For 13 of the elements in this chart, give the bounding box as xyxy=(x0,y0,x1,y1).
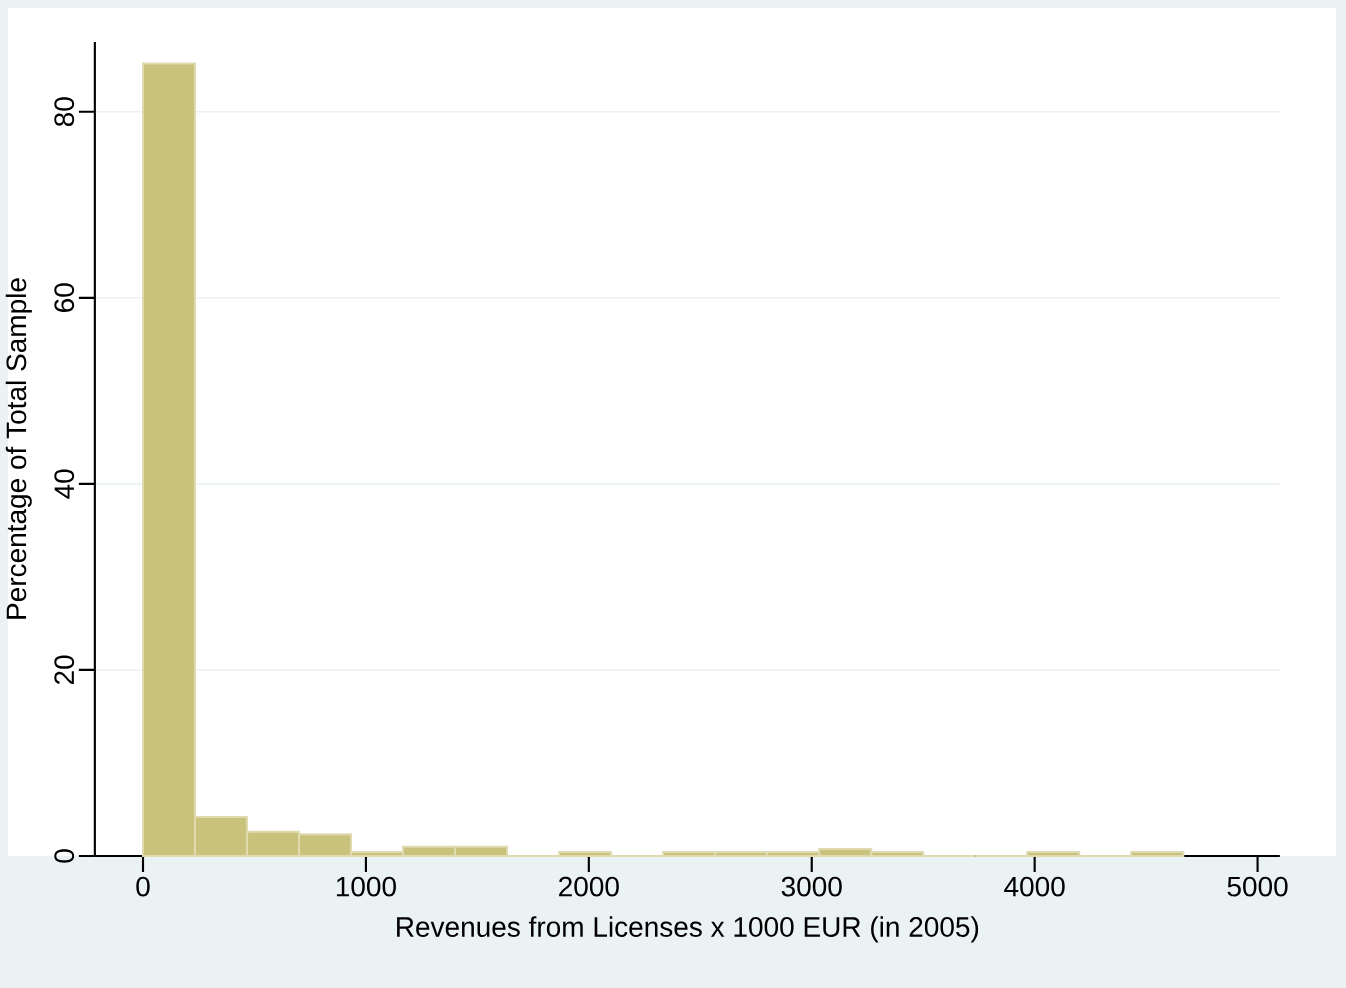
y-tick-label: 60 xyxy=(54,283,75,312)
x-axis-title: Revenues from Licenses x 1000 EUR (in 2005) xyxy=(397,916,979,943)
x-tick-label: 5000 xyxy=(1227,876,1288,897)
y-tick-label: 20 xyxy=(54,655,75,685)
x-tick-label: 3000 xyxy=(781,876,842,897)
y-axis-title: Percentage of Total Sample xyxy=(5,278,32,619)
y-tick-label: 80 xyxy=(54,97,75,127)
x-tick-label: 2000 xyxy=(559,876,619,897)
y-tick-label: 40 xyxy=(54,469,75,499)
x-tick-label: 0 xyxy=(136,876,150,897)
y-tick-label: 0 xyxy=(54,849,75,863)
x-tick-label: 1000 xyxy=(336,876,396,897)
x-tick-label: 4000 xyxy=(1004,876,1065,897)
